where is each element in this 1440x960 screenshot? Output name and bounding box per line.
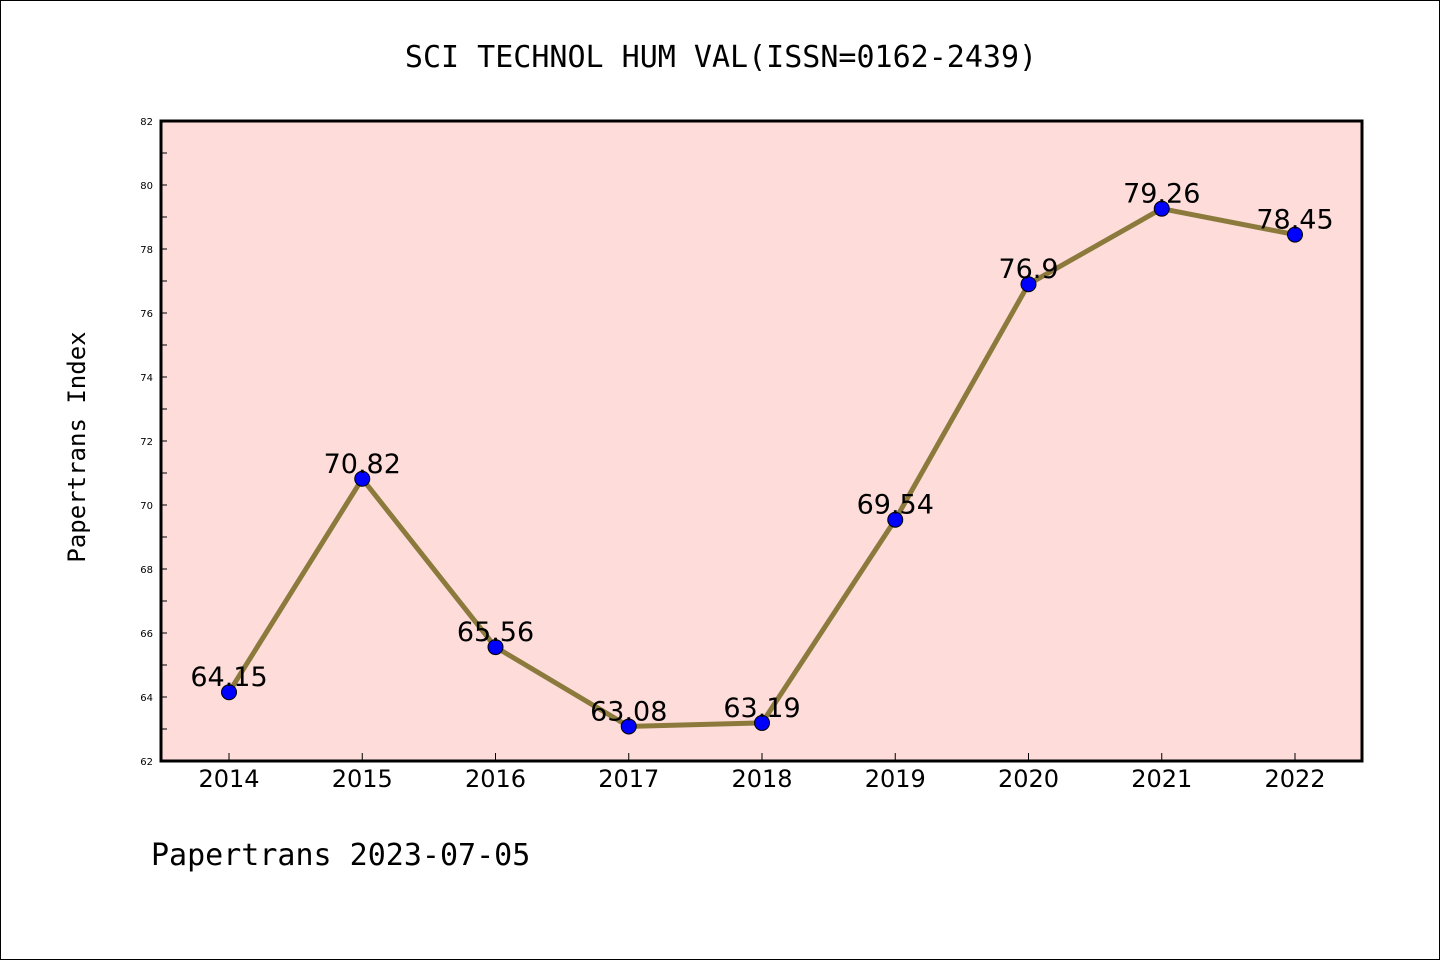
y-tick-label: 72 xyxy=(140,437,153,448)
data-labels: 64.15 70.82 65.56 63.08 63.19 69.54 76.9 79.26 7… xyxy=(190,179,1333,728)
data-points xyxy=(221,200,1303,735)
data-label: 79.26 xyxy=(1123,179,1200,210)
x-tick-label: 2022 xyxy=(1264,765,1325,793)
data-point xyxy=(620,718,637,735)
x-tick-label: 2016 xyxy=(465,765,526,793)
y-tick-label: 76 xyxy=(140,309,153,320)
y-tick-label: 62 xyxy=(140,757,153,768)
data-point xyxy=(354,470,371,487)
data-label: 63.08 xyxy=(590,696,667,727)
x-tick-label: 2018 xyxy=(731,765,792,793)
x-tick-label: 2015 xyxy=(332,765,393,793)
plot-area xyxy=(159,119,1364,763)
y-tick-label: 78 xyxy=(140,245,153,256)
footer-text: Papertrans 2023-07-05 xyxy=(151,838,530,873)
data-point xyxy=(1020,276,1037,293)
data-label: 69.54 xyxy=(857,490,934,521)
x-tick-label: 2014 xyxy=(198,765,259,793)
chart-title: SCI TECHNOL HUM VAL(ISSN=0162-2439) xyxy=(405,40,1037,75)
data-point xyxy=(221,684,237,701)
data-label: 76.9 xyxy=(998,254,1058,285)
data-point xyxy=(1153,200,1170,217)
x-tick-label: 2019 xyxy=(865,765,926,793)
data-label: 70.82 xyxy=(324,449,401,480)
data-point xyxy=(487,639,504,656)
y-tick-label: 74 xyxy=(140,373,153,384)
y-axis: 62 64 66 68 70 72 74 76 78 80 82 xyxy=(140,117,167,768)
x-axis: 2014 2015 2016 2017 2018 2019 2020 2021 2022 xyxy=(198,753,1326,793)
x-tick-label: 2017 xyxy=(598,765,659,793)
x-tick-label: 2021 xyxy=(1131,765,1192,793)
y-tick-label: 70 xyxy=(140,501,153,512)
data-label: 78.45 xyxy=(1256,205,1333,236)
y-tick-label: 68 xyxy=(140,565,153,576)
data-point xyxy=(1287,226,1303,243)
y-tick-label: 82 xyxy=(140,117,153,128)
data-point xyxy=(887,511,904,528)
data-label: 65.56 xyxy=(457,617,534,648)
data-point xyxy=(754,714,770,731)
y-tick-label: 80 xyxy=(140,181,153,192)
y-axis-label: Papertrans Index xyxy=(63,331,91,562)
data-label: 63.19 xyxy=(723,693,800,724)
y-tick-label: 66 xyxy=(140,629,153,640)
data-label: 64.15 xyxy=(190,662,267,693)
y-tick-label: 64 xyxy=(140,693,153,704)
x-tick-label: 2020 xyxy=(998,765,1059,793)
